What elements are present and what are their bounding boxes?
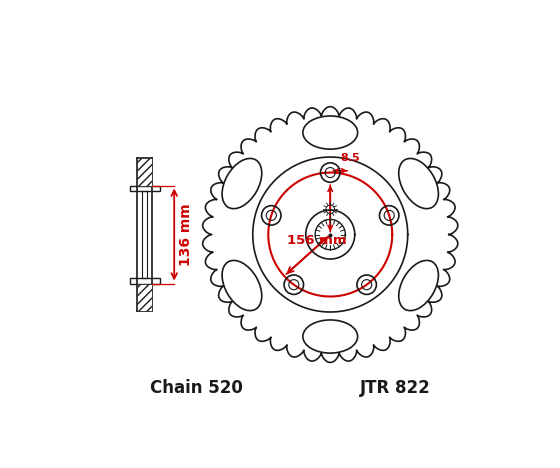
Bar bbox=[142, 191, 147, 278]
Text: Chain 520: Chain 520 bbox=[150, 379, 243, 397]
Bar bbox=[129, 278, 160, 284]
Text: 156 mm: 156 mm bbox=[287, 234, 347, 247]
Text: JTR 822: JTR 822 bbox=[361, 379, 431, 397]
Text: 8.5: 8.5 bbox=[340, 153, 360, 163]
Bar bbox=[137, 284, 152, 311]
Bar bbox=[137, 158, 152, 185]
Bar bbox=[129, 185, 160, 191]
Text: 136 mm: 136 mm bbox=[179, 203, 193, 266]
